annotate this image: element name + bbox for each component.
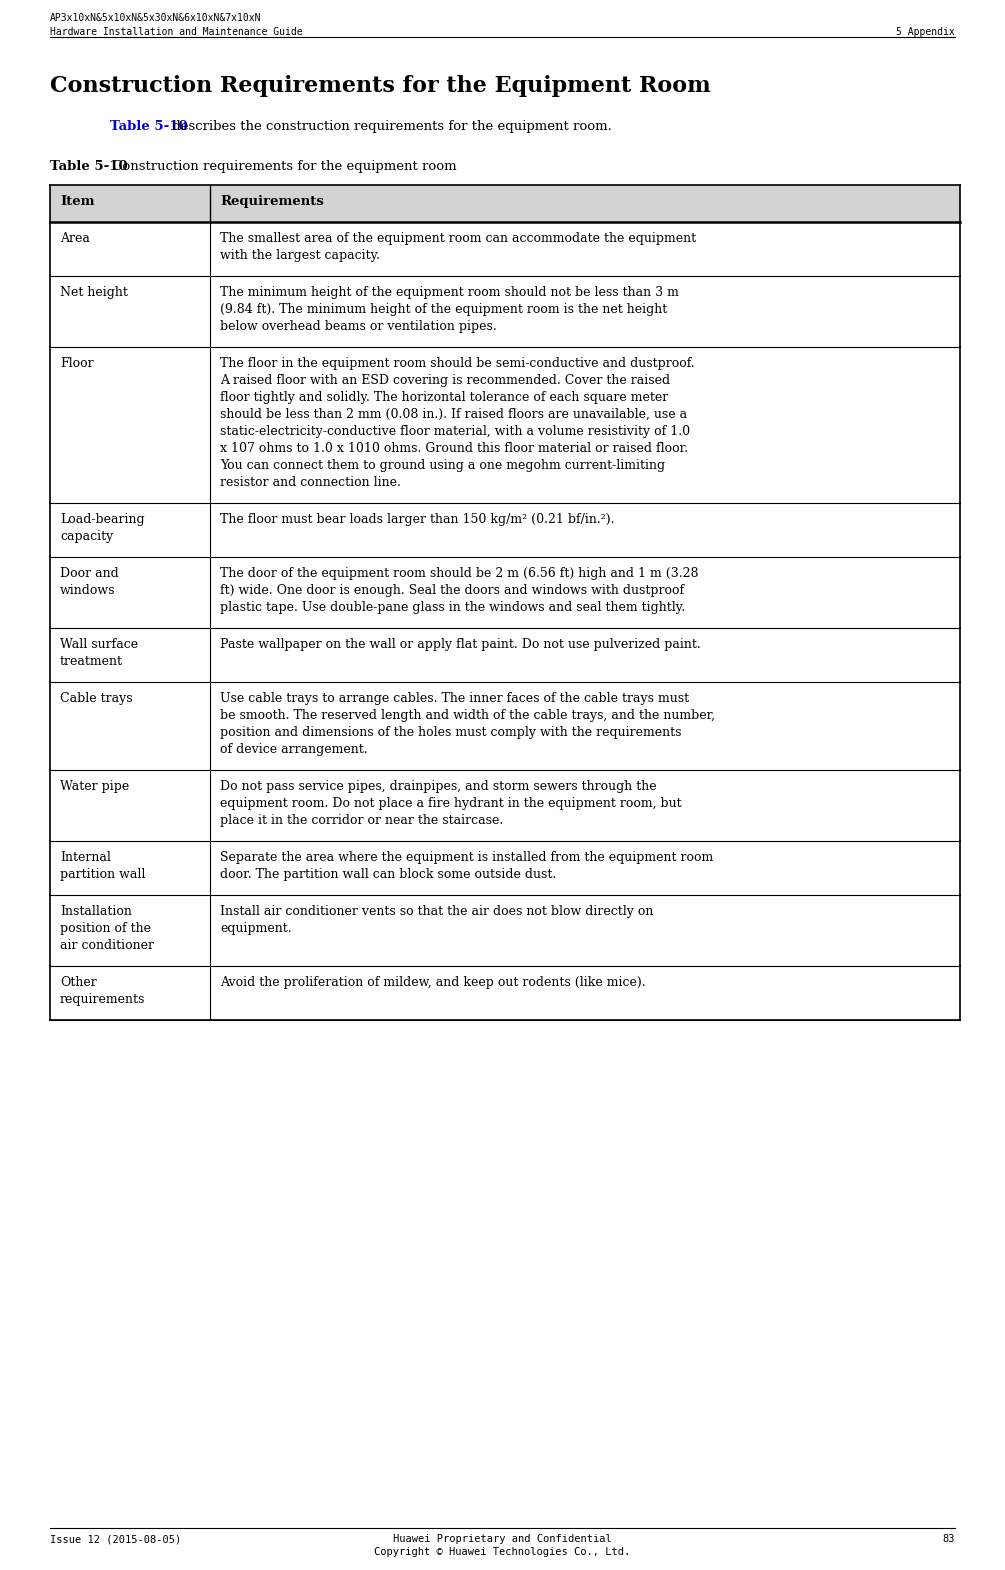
Text: door. The partition wall can block some outside dust.: door. The partition wall can block some … — [220, 868, 556, 881]
Text: Area: Area — [60, 232, 89, 245]
Bar — [50, 966, 960, 1020]
Bar — [50, 221, 960, 276]
Text: plastic tape. Use double-pane glass in the windows and seal them tightly.: plastic tape. Use double-pane glass in t… — [220, 601, 685, 614]
Text: 5 Appendix: 5 Appendix — [896, 27, 955, 38]
Text: equipment.: equipment. — [220, 922, 291, 936]
Text: x 107 ohms to 1.0 x 1010 ohms. Ground this floor material or raised floor.: x 107 ohms to 1.0 x 1010 ohms. Ground th… — [220, 443, 688, 455]
Text: A raised floor with an ESD covering is recommended. Cover the raised: A raised floor with an ESD covering is r… — [220, 374, 670, 386]
Text: floor tightly and solidly. The horizontal tolerance of each square meter: floor tightly and solidly. The horizonta… — [220, 391, 668, 403]
Bar — [50, 895, 960, 966]
Text: Huawei Proprietary and Confidential: Huawei Proprietary and Confidential — [393, 1534, 611, 1543]
Text: (9.84 ft). The minimum height of the equipment room is the net height: (9.84 ft). The minimum height of the equ… — [220, 303, 667, 316]
Text: AP3x10xN&5x10xN&5x30xN&6x10xN&7x10xN: AP3x10xN&5x10xN&5x30xN&6x10xN&7x10xN — [50, 13, 261, 24]
Text: 83: 83 — [943, 1534, 955, 1543]
Text: Table 5-10: Table 5-10 — [50, 160, 128, 173]
Text: The smallest area of the equipment room can accommodate the equipment: The smallest area of the equipment room … — [220, 232, 696, 245]
Text: below overhead beams or ventilation pipes.: below overhead beams or ventilation pipe… — [220, 320, 496, 333]
Text: with the largest capacity.: with the largest capacity. — [220, 250, 380, 262]
Text: The minimum height of the equipment room should not be less than 3 m: The minimum height of the equipment room… — [220, 286, 678, 298]
Text: partition wall: partition wall — [60, 868, 146, 881]
Bar — [50, 347, 960, 502]
Text: Use cable trays to arrange cables. The inner faces of the cable trays must: Use cable trays to arrange cables. The i… — [220, 692, 689, 705]
Text: The door of the equipment room should be 2 m (6.56 ft) high and 1 m (3.28: The door of the equipment room should be… — [220, 567, 698, 579]
Bar — [50, 769, 960, 842]
Text: Cable trays: Cable trays — [60, 692, 133, 705]
Bar — [50, 276, 960, 347]
Text: Separate the area where the equipment is installed from the equipment room: Separate the area where the equipment is… — [220, 851, 714, 864]
Bar — [50, 557, 960, 628]
Text: should be less than 2 mm (0.08 in.). If raised floors are unavailable, use a: should be less than 2 mm (0.08 in.). If … — [220, 408, 687, 421]
Text: Item: Item — [60, 195, 94, 207]
Text: The floor must bear loads larger than 150 kg/m² (0.21 bf/in.²).: The floor must bear loads larger than 15… — [220, 513, 614, 526]
Text: static-electricity-conductive floor material, with a volume resistivity of 1.0: static-electricity-conductive floor mate… — [220, 425, 690, 438]
Text: position of the: position of the — [60, 922, 151, 936]
Bar — [50, 185, 960, 221]
Text: Load-bearing: Load-bearing — [60, 513, 145, 526]
Text: requirements: requirements — [60, 992, 146, 1006]
Bar — [50, 628, 960, 681]
Text: Table 5-10: Table 5-10 — [110, 119, 188, 133]
Text: windows: windows — [60, 584, 116, 597]
Bar — [50, 502, 960, 557]
Text: Wall surface: Wall surface — [60, 637, 138, 652]
Bar — [50, 681, 960, 769]
Text: Copyright © Huawei Technologies Co., Ltd.: Copyright © Huawei Technologies Co., Ltd… — [374, 1546, 630, 1557]
Text: Installation: Installation — [60, 904, 132, 918]
Text: Door and: Door and — [60, 567, 119, 579]
Text: The floor in the equipment room should be semi-conductive and dustproof.: The floor in the equipment room should b… — [220, 356, 694, 371]
Text: Hardware Installation and Maintenance Guide: Hardware Installation and Maintenance Gu… — [50, 27, 303, 38]
Text: equipment room. Do not place a fire hydrant in the equipment room, but: equipment room. Do not place a fire hydr… — [220, 798, 681, 810]
Text: treatment: treatment — [60, 655, 123, 667]
Text: place it in the corridor or near the staircase.: place it in the corridor or near the sta… — [220, 813, 504, 827]
Text: Floor: Floor — [60, 356, 93, 371]
Text: Issue 12 (2015-08-05): Issue 12 (2015-08-05) — [50, 1534, 181, 1543]
Text: Construction requirements for the equipment room: Construction requirements for the equipm… — [108, 160, 456, 173]
Text: capacity: capacity — [60, 531, 114, 543]
Text: of device arrangement.: of device arrangement. — [220, 743, 368, 757]
Text: Internal: Internal — [60, 851, 111, 864]
Text: Do not pass service pipes, drainpipes, and storm sewers through the: Do not pass service pipes, drainpipes, a… — [220, 780, 656, 793]
Text: position and dimensions of the holes must comply with the requirements: position and dimensions of the holes mus… — [220, 725, 681, 739]
Text: describes the construction requirements for the equipment room.: describes the construction requirements … — [168, 119, 612, 133]
Text: resistor and connection line.: resistor and connection line. — [220, 476, 401, 488]
Bar — [50, 842, 960, 895]
Text: ft) wide. One door is enough. Seal the doors and windows with dustproof: ft) wide. One door is enough. Seal the d… — [220, 584, 684, 597]
Text: Requirements: Requirements — [220, 195, 324, 207]
Text: Other: Other — [60, 977, 96, 989]
Text: Paste wallpaper on the wall or apply flat paint. Do not use pulverized paint.: Paste wallpaper on the wall or apply fla… — [220, 637, 700, 652]
Text: Net height: Net height — [60, 286, 128, 298]
Text: Water pipe: Water pipe — [60, 780, 130, 793]
Text: Construction Requirements for the Equipment Room: Construction Requirements for the Equipm… — [50, 75, 711, 97]
Text: be smooth. The reserved length and width of the cable trays, and the number,: be smooth. The reserved length and width… — [220, 710, 716, 722]
Text: Install air conditioner vents so that the air does not blow directly on: Install air conditioner vents so that th… — [220, 904, 653, 918]
Text: Avoid the proliferation of mildew, and keep out rodents (like mice).: Avoid the proliferation of mildew, and k… — [220, 977, 645, 989]
Text: air conditioner: air conditioner — [60, 939, 154, 951]
Text: You can connect them to ground using a one megohm current-limiting: You can connect them to ground using a o… — [220, 458, 665, 473]
